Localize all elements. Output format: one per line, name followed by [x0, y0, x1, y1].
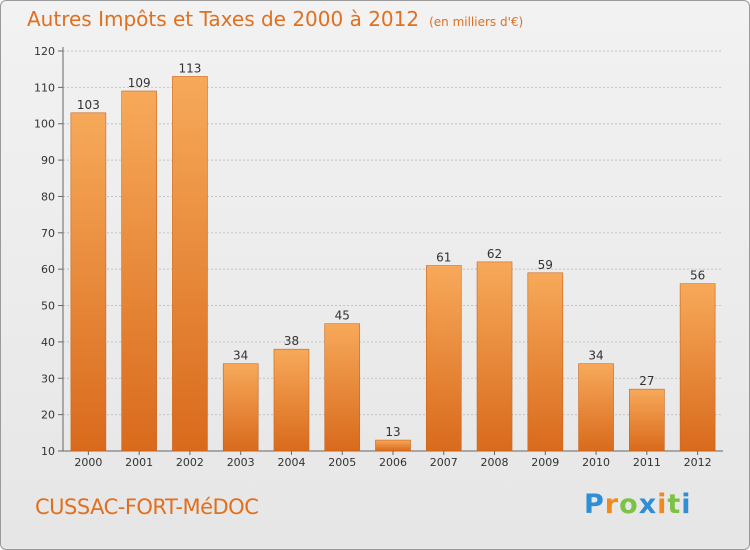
- y-tick-label: 30: [41, 372, 55, 385]
- bar-2004: [273, 348, 310, 452]
- data-label-2003: 34: [233, 349, 248, 363]
- x-tick-label-2007: 2007: [430, 456, 458, 469]
- x-tick-label-2002: 2002: [176, 456, 204, 469]
- x-tick-label-2005: 2005: [328, 456, 356, 469]
- data-label-2004: 38: [284, 334, 299, 348]
- data-label-2000: 103: [77, 98, 100, 112]
- grid-lines: [63, 50, 723, 452]
- logo-letter: t: [667, 489, 682, 520]
- y-tick-label: 90: [41, 154, 55, 167]
- axes: 10 20 30 40 50 60 70 80 90 100 110 120 2000 2001 2002 2…: [34, 45, 723, 469]
- logo-letter: i: [657, 489, 668, 520]
- x-tick-label-2001: 2001: [125, 456, 153, 469]
- data-label-2007: 61: [436, 251, 451, 265]
- bar-2009: [527, 272, 564, 452]
- logo-letter: x: [638, 489, 658, 520]
- proxiti-logo: Proxiti: [584, 489, 692, 520]
- x-tick-label-2003: 2003: [227, 456, 255, 469]
- city-name: CUSSAC-FORT-MéDOC: [35, 495, 259, 519]
- bar-2010: [578, 363, 614, 452]
- bar-2007: [425, 265, 462, 452]
- bar-2006: [375, 439, 411, 452]
- x-tick-label-2006: 2006: [379, 456, 407, 469]
- bar-2001: [121, 90, 157, 452]
- y-tick-label: 40: [41, 336, 55, 349]
- logo-letter: P: [584, 489, 605, 520]
- logo-letter: i: [681, 489, 692, 520]
- x-tick-label-2011: 2011: [633, 456, 661, 469]
- y-tick-label: 100: [34, 118, 55, 131]
- y-tick-label: 110: [34, 81, 55, 94]
- data-label-2012: 56: [690, 269, 705, 283]
- data-label-2010: 34: [588, 349, 603, 363]
- bar-2005: [324, 323, 361, 452]
- bar-2002: [172, 76, 208, 452]
- logo-letter: o: [619, 489, 639, 520]
- bars: [70, 76, 716, 452]
- x-tick-label-2004: 2004: [277, 456, 305, 469]
- x-tick-label-2008: 2008: [481, 456, 509, 469]
- data-label-2009: 59: [538, 258, 553, 272]
- y-tick-label: 50: [41, 300, 55, 313]
- bar-2000: [70, 112, 107, 452]
- x-tick-label-2009: 2009: [531, 456, 559, 469]
- chart-title: Autres Impôts et Taxes de 2000 à 2012: [27, 7, 420, 31]
- title-row: Autres Impôts et Taxes de 2000 à 2012 (en…: [27, 7, 523, 31]
- data-label-2005: 45: [335, 309, 350, 323]
- bar-2011: [629, 388, 665, 452]
- bar-2012: [679, 283, 716, 452]
- y-tick-label: 80: [41, 190, 55, 203]
- y-tick-label: 60: [41, 263, 55, 276]
- data-label-2006: 13: [385, 425, 400, 439]
- data-label-2008: 62: [487, 247, 502, 261]
- data-label-2011: 27: [639, 374, 654, 388]
- y-tick-label: 120: [34, 45, 55, 58]
- x-tick-label-2000: 2000: [74, 456, 102, 469]
- data-labels: 103 109 113 34 38 45 13 61 62 59 34 27 56: [77, 61, 705, 439]
- chart-unit: (en milliers d'€): [429, 15, 524, 29]
- y-tick-label: 10: [41, 445, 55, 458]
- y-tick-label: 70: [41, 227, 55, 240]
- data-label-2001: 109: [128, 76, 151, 90]
- x-tick-label-2012: 2012: [684, 456, 712, 469]
- x-tick-label-2010: 2010: [582, 456, 610, 469]
- data-label-2002: 113: [178, 61, 201, 75]
- y-tick-label: 20: [41, 409, 55, 422]
- bar-2008: [476, 261, 513, 452]
- logo-letter: r: [604, 489, 620, 520]
- bar-2003: [222, 363, 259, 452]
